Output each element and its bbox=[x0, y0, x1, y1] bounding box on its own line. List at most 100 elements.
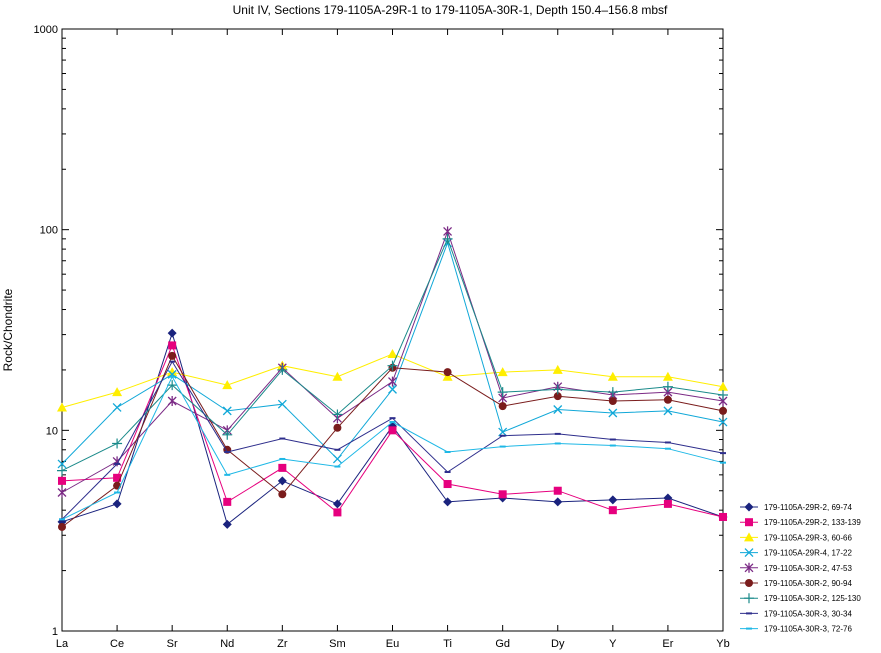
data-point bbox=[443, 497, 453, 507]
legend-marker bbox=[744, 502, 754, 512]
data-point bbox=[222, 429, 233, 440]
data-point bbox=[552, 384, 563, 395]
data-point bbox=[57, 465, 67, 476]
series-line bbox=[61, 375, 724, 520]
data-point bbox=[662, 371, 673, 381]
data-point bbox=[608, 408, 618, 418]
x-tick-label: La bbox=[56, 638, 69, 650]
legend-item: 179-1105A-29R-2, 133-139 bbox=[740, 518, 861, 527]
plot-frame bbox=[61, 28, 724, 632]
data-point bbox=[167, 396, 177, 407]
data-point bbox=[553, 392, 562, 401]
data-point bbox=[663, 499, 672, 508]
data-point bbox=[277, 476, 287, 486]
legend-label: 179-1105A-30R-2, 125-130 bbox=[764, 594, 861, 603]
data-point bbox=[167, 328, 177, 338]
data-point bbox=[277, 399, 287, 409]
x-tick-label: Nd bbox=[220, 638, 234, 650]
data-point bbox=[442, 233, 453, 244]
legend-item: 179-1105A-29R-4, 17-22 bbox=[740, 548, 852, 558]
legend-label: 179-1105A-29R-2, 133-139 bbox=[764, 518, 861, 527]
legend-marker bbox=[744, 532, 754, 542]
legend-item: 179-1105A-30R-2, 47-53 bbox=[740, 562, 852, 573]
data-point bbox=[719, 512, 727, 521]
legend-marker bbox=[744, 548, 754, 558]
legend-item: 179-1105A-30R-3, 30-34 bbox=[740, 609, 852, 618]
x-tick-label: Ce bbox=[110, 638, 124, 650]
data-point bbox=[332, 499, 342, 509]
legend: 179-1105A-29R-2, 69-74 179-1105A-29R-2, 1… bbox=[740, 502, 861, 634]
data-point bbox=[333, 423, 342, 432]
series-layer bbox=[57, 226, 728, 531]
data-point bbox=[278, 490, 287, 499]
x-tick-label: Sr bbox=[167, 638, 178, 650]
legend-marker bbox=[745, 518, 753, 527]
series-2 bbox=[58, 341, 727, 521]
legend-label: 179-1105A-30R-3, 30-34 bbox=[764, 609, 852, 618]
data-point bbox=[57, 459, 67, 469]
data-point bbox=[662, 381, 673, 392]
data-point bbox=[168, 351, 177, 360]
legend-label: 179-1105A-29R-3, 60-66 bbox=[764, 533, 852, 542]
data-point bbox=[718, 381, 728, 391]
legend-marker bbox=[744, 562, 754, 573]
series-7 bbox=[57, 233, 728, 476]
x-tick-label: Y bbox=[609, 638, 617, 650]
chart-title: Unit IV, Sections 179-1105A-29R-1 to 179… bbox=[233, 3, 668, 17]
data-point bbox=[553, 405, 563, 414]
x-tick-label: Zr bbox=[277, 638, 288, 650]
data-point bbox=[607, 387, 618, 398]
data-point bbox=[442, 371, 453, 381]
data-point bbox=[443, 480, 452, 489]
data-point bbox=[112, 387, 123, 397]
data-point bbox=[167, 367, 178, 377]
data-point bbox=[112, 438, 123, 449]
data-point bbox=[277, 364, 288, 375]
data-point bbox=[718, 417, 728, 427]
y-tick-label: 10 bbox=[46, 425, 58, 437]
data-point bbox=[663, 395, 672, 404]
x-tick-label: Yb bbox=[716, 638, 729, 650]
data-point bbox=[57, 402, 67, 412]
x-tick-label: Er bbox=[662, 638, 673, 650]
data-point bbox=[663, 406, 673, 416]
legend-item: 179-1105A-30R-2, 125-130 bbox=[740, 593, 861, 603]
data-point bbox=[608, 495, 618, 505]
data-point bbox=[58, 476, 66, 485]
x-tick-label: Eu bbox=[386, 638, 399, 650]
data-point bbox=[113, 473, 122, 482]
data-point bbox=[332, 371, 343, 381]
legend-label: 179-1105A-30R-2, 47-53 bbox=[764, 564, 852, 573]
data-point bbox=[443, 368, 452, 377]
data-point bbox=[552, 364, 563, 374]
legend-label: 179-1105A-29R-2, 69-74 bbox=[764, 503, 852, 512]
data-point bbox=[719, 406, 727, 415]
series-3 bbox=[57, 349, 728, 412]
x-tick-label: Sm bbox=[329, 638, 346, 650]
data-point bbox=[223, 497, 232, 506]
data-point bbox=[497, 367, 508, 377]
data-point bbox=[498, 402, 507, 411]
data-point bbox=[497, 387, 508, 398]
data-point bbox=[278, 463, 287, 472]
data-point bbox=[58, 522, 66, 531]
x-tick-label: Ti bbox=[443, 638, 452, 650]
data-point bbox=[387, 360, 398, 371]
legend-label: 179-1105A-30R-2, 90-94 bbox=[764, 579, 852, 588]
data-point bbox=[387, 349, 398, 359]
data-point bbox=[608, 397, 617, 406]
data-point bbox=[553, 497, 563, 507]
x-tick-label: Dy bbox=[551, 638, 565, 650]
legend-item: 179-1105A-29R-3, 60-66 bbox=[740, 532, 852, 542]
data-point bbox=[222, 380, 233, 390]
y-tick-label: 1000 bbox=[34, 24, 58, 36]
legend-marker bbox=[744, 593, 754, 604]
data-point bbox=[388, 426, 397, 435]
x-tick-label: Gd bbox=[495, 638, 510, 650]
axis-ticks: 1 10 100 1000 La Ce Sr Nd Zr Sm Eu Ti Gd Dy Y Er Yb bbox=[34, 24, 730, 650]
data-point bbox=[332, 454, 342, 464]
y-tick-label: 100 bbox=[40, 225, 58, 237]
legend-item: 179-1105A-30R-2, 90-94 bbox=[740, 579, 852, 588]
legend-item: 179-1105A-29R-2, 69-74 bbox=[740, 502, 852, 512]
